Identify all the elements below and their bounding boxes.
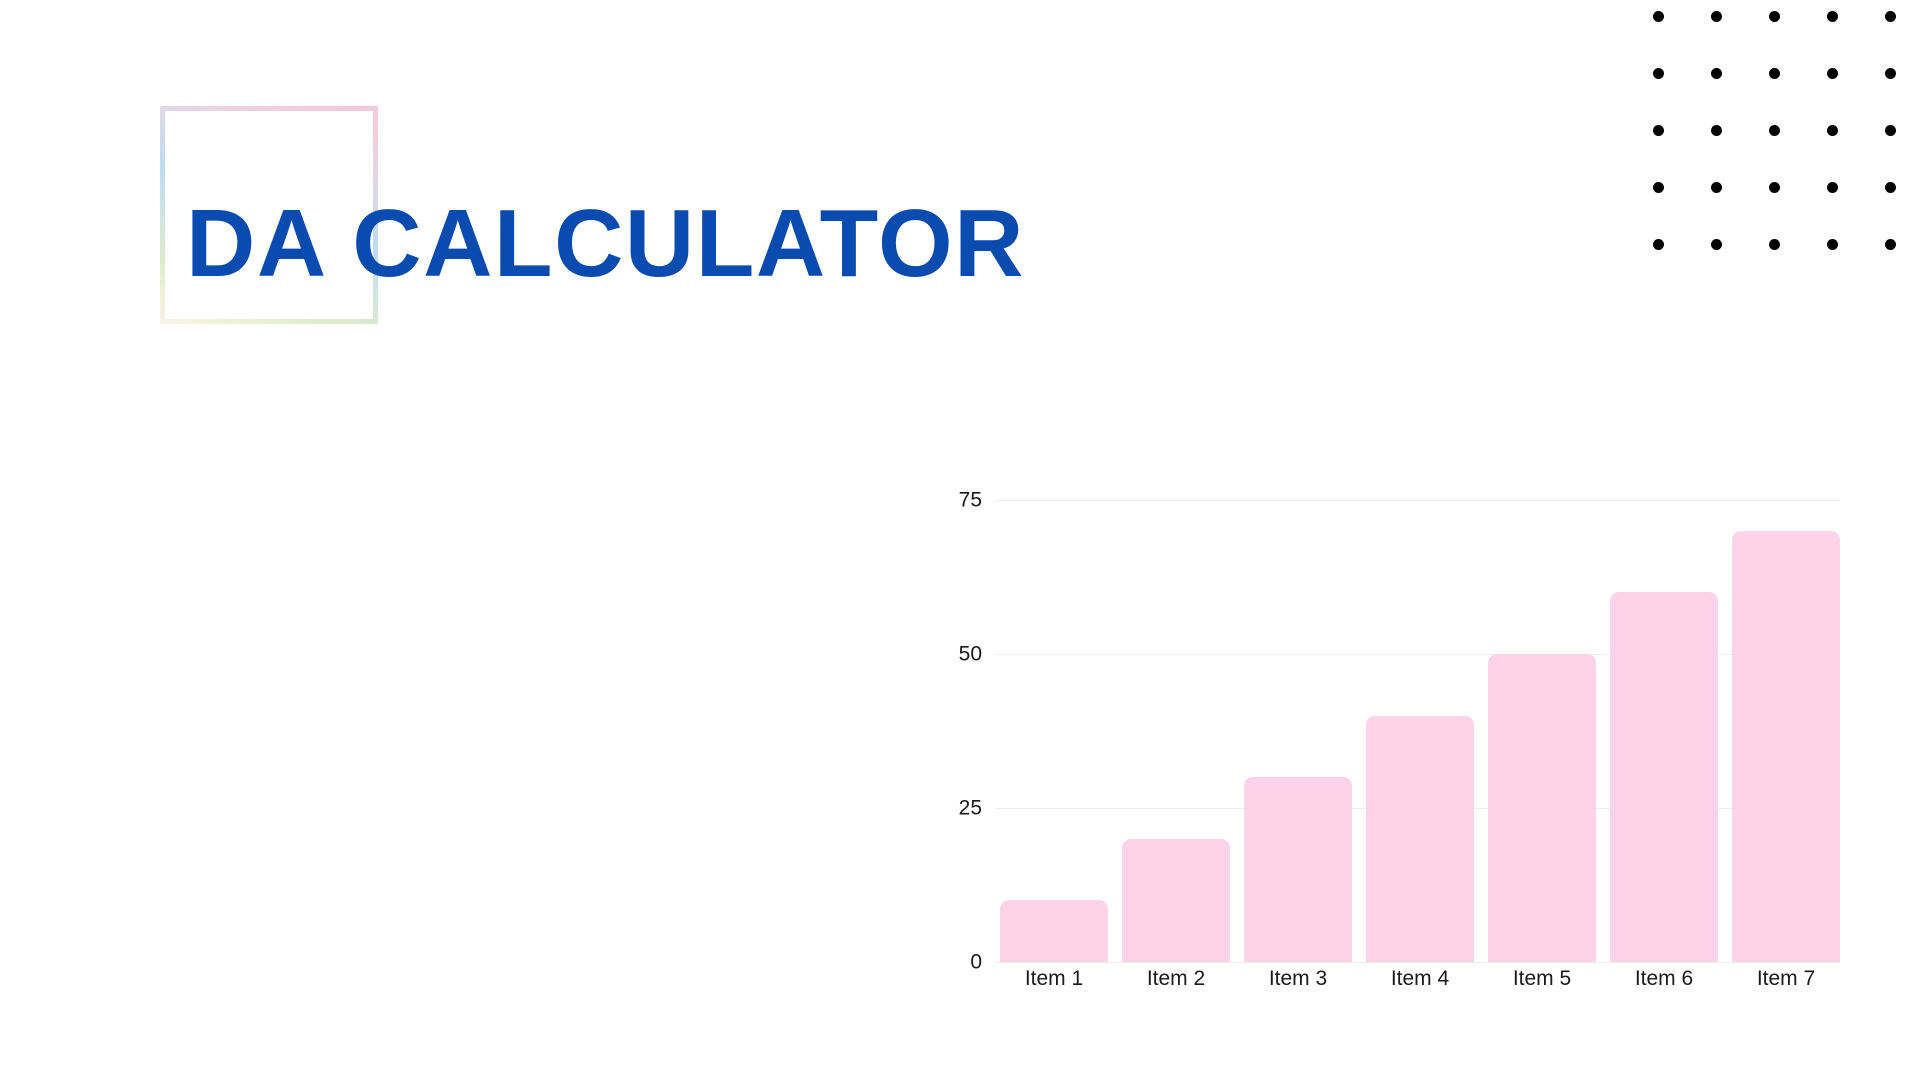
dot-grid-row [1640, 11, 1920, 22]
bar-column[interactable] [1244, 500, 1352, 962]
grid-dot [1711, 11, 1722, 22]
bar[interactable] [1732, 530, 1840, 962]
x-axis: Item 1 Item 2 Item 3 Item 4 Item 5 Item 6 Item… [1000, 966, 1840, 991]
grid-dot [1769, 182, 1780, 193]
x-axis-tick-label: Item 7 [1756, 967, 1816, 990]
x-axis-tick-label: Item 2 [1146, 967, 1206, 990]
grid-dot [1769, 239, 1780, 250]
grid-dot [1827, 68, 1838, 79]
chart-gridline [996, 500, 1840, 501]
x-axis-tick-label: Item 5 [1512, 967, 1572, 990]
grid-dot [1885, 125, 1896, 136]
grid-dot [1711, 68, 1722, 79]
x-axis-tick-label: Item 6 [1634, 967, 1694, 990]
dot-grid-row [1640, 239, 1920, 250]
chart-gridline [996, 654, 1840, 655]
dot-grid-row [1640, 182, 1920, 193]
bar-column[interactable] [1000, 500, 1108, 962]
bar[interactable] [1244, 777, 1352, 962]
chart-baseline [996, 962, 1840, 963]
bar-column[interactable] [1488, 500, 1596, 962]
grid-dot [1711, 125, 1722, 136]
bar-column[interactable] [1732, 500, 1840, 962]
grid-dot [1885, 239, 1896, 250]
grid-dot [1653, 68, 1664, 79]
x-axis-tick-label: Item 4 [1390, 967, 1450, 990]
grid-dot [1885, 68, 1896, 79]
grid-dot [1653, 182, 1664, 193]
grid-dot [1711, 239, 1722, 250]
dot-grid-row [1640, 125, 1920, 136]
bar[interactable] [1122, 838, 1230, 962]
bar[interactable] [1488, 654, 1596, 962]
bar-column[interactable] [1610, 500, 1718, 962]
bar-column[interactable] [1366, 500, 1474, 962]
y-axis-tick-label: 75 [958, 488, 982, 512]
bar[interactable] [1610, 592, 1718, 962]
grid-dot [1769, 11, 1780, 22]
y-axis: 0 25 50 75 [940, 490, 992, 973]
grid-dot [1653, 11, 1664, 22]
grid-dot [1653, 239, 1664, 250]
gradient-square-logo [160, 106, 378, 324]
y-axis-tick-label: 0 [970, 950, 982, 974]
grid-dot [1885, 182, 1896, 193]
dot-grid-decoration [1640, 0, 1920, 280]
y-axis-tick-label: 50 [958, 642, 982, 666]
bar[interactable] [1366, 715, 1474, 962]
bar[interactable] [1000, 900, 1108, 962]
grid-dot [1885, 11, 1896, 22]
bar-chart: 0 25 50 75 Item 1 Item 2 Item 3 Item 4 Item 5 It… [940, 490, 1840, 1020]
x-axis-tick-label: Item 3 [1268, 967, 1328, 990]
grid-dot [1769, 68, 1780, 79]
chart-plot-area [1000, 500, 1840, 962]
grid-dot [1827, 11, 1838, 22]
grid-dot [1827, 239, 1838, 250]
dot-grid-row [1640, 68, 1920, 79]
grid-dot [1769, 125, 1780, 136]
grid-dot [1711, 182, 1722, 193]
grid-dot [1827, 125, 1838, 136]
page-title: DA CALCULATOR [186, 190, 1025, 297]
y-axis-tick-label: 25 [958, 796, 982, 820]
grid-dot [1827, 182, 1838, 193]
x-axis-tick-label: Item 1 [1024, 967, 1084, 990]
brand-header: DA CALCULATOR [0, 0, 1250, 360]
grid-dot [1653, 125, 1664, 136]
bar-column[interactable] [1122, 500, 1230, 962]
